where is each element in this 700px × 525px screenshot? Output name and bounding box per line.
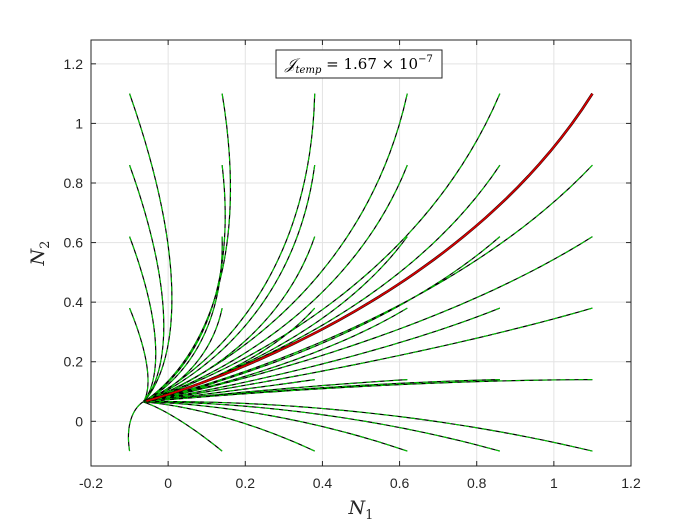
trajectory-dashed-overlay [129,307,149,403]
x-tick-label: 1 [550,475,558,491]
x-tick-label: 0 [164,475,172,491]
y-tick-label: 0 [75,413,83,429]
y-tick-label: 1.2 [64,56,84,72]
x-tick-label: 0.8 [467,475,487,491]
trajectory-dashed-overlay [143,401,223,452]
trajectory-dashed-overlay [144,236,316,402]
axis-ticks: -0.2 0 0.2 0.4 0.6 0.8 1 1.2 0 0.2 0.4 0.6 0.8 1 1.2 [64,40,641,491]
x-tick-label: 1.2 [621,475,641,491]
trajectory-dashed-overlay [143,165,226,402]
trajectory-line [127,401,144,452]
plot-area [127,92,594,452]
y-tick-label: 0.8 [64,175,84,191]
x-tick-label: 0.4 [313,475,333,491]
annotation-box: 𝒥temp = 1.67 × 10−7 [275,49,443,79]
trajectory-dashed-overlay [129,236,157,403]
x-tick-label: 0.2 [236,475,256,491]
y-tick-label: 0.2 [64,354,84,370]
trajectory-dashed-overlay [144,236,408,402]
x-axis-label: N1 [348,497,374,523]
y-axis-label: N2 [27,241,53,267]
annotation-frame [275,49,443,79]
x-tick-label: 0.6 [390,475,410,491]
y-tick-label: 0.4 [64,294,84,310]
y-tick-label: 0.6 [64,235,84,251]
highlighted-trajectory-line [146,93,594,402]
y-tick-label: 1 [75,115,83,131]
trajectory-dashed-overlay [145,401,593,452]
axes-box [90,39,632,467]
trajectory-dashed-overlay [143,401,315,452]
x-tick-label: -0.2 [79,475,103,491]
trajectory-dashed-overlay [144,307,316,403]
